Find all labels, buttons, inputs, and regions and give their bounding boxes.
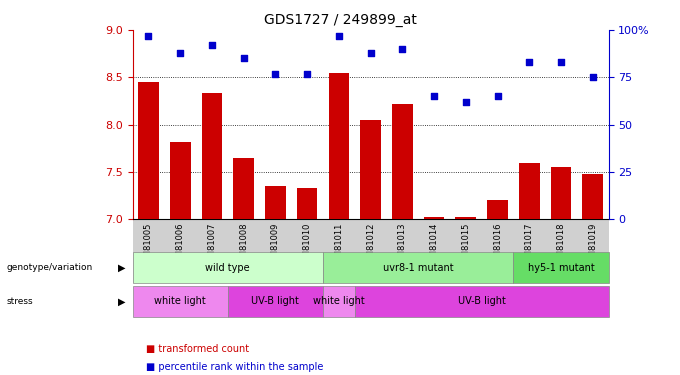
Text: uvr8-1 mutant: uvr8-1 mutant xyxy=(383,262,454,273)
Bar xyxy=(551,167,571,219)
Bar xyxy=(424,217,445,219)
Text: white light: white light xyxy=(313,296,364,306)
Text: stress: stress xyxy=(7,297,33,306)
Text: GDS1727 / 249899_at: GDS1727 / 249899_at xyxy=(264,13,416,27)
Text: hy5-1 mutant: hy5-1 mutant xyxy=(528,262,594,273)
Point xyxy=(428,93,439,99)
Bar xyxy=(233,158,254,219)
Text: white light: white light xyxy=(154,296,206,306)
Text: UV-B light: UV-B light xyxy=(458,296,506,306)
Point xyxy=(460,99,471,105)
Bar xyxy=(265,186,286,219)
Bar xyxy=(456,217,476,219)
Bar xyxy=(138,82,158,219)
Point xyxy=(397,46,408,52)
Bar xyxy=(519,163,539,219)
Text: ▶: ▶ xyxy=(118,296,126,306)
Point xyxy=(302,70,313,76)
Bar xyxy=(392,104,413,219)
Text: genotype/variation: genotype/variation xyxy=(7,263,93,272)
Text: UV-B light: UV-B light xyxy=(252,296,299,306)
Point xyxy=(175,50,186,56)
Point xyxy=(492,93,503,99)
Bar xyxy=(487,200,508,219)
Text: wild type: wild type xyxy=(205,262,250,273)
Point xyxy=(588,74,598,80)
Bar xyxy=(296,188,318,219)
Point xyxy=(238,56,249,62)
Bar xyxy=(201,93,222,219)
Point xyxy=(556,59,566,65)
Point xyxy=(333,33,344,39)
Point xyxy=(270,70,281,76)
Point xyxy=(365,50,376,56)
Text: ■ percentile rank within the sample: ■ percentile rank within the sample xyxy=(146,363,324,372)
Point xyxy=(524,59,534,65)
Bar xyxy=(360,120,381,219)
Bar xyxy=(328,73,350,219)
Bar xyxy=(170,142,190,219)
Bar xyxy=(582,174,603,219)
Point xyxy=(143,33,154,39)
Text: ■ transformed count: ■ transformed count xyxy=(146,344,250,354)
Point xyxy=(207,42,218,48)
Text: ▶: ▶ xyxy=(118,262,126,273)
